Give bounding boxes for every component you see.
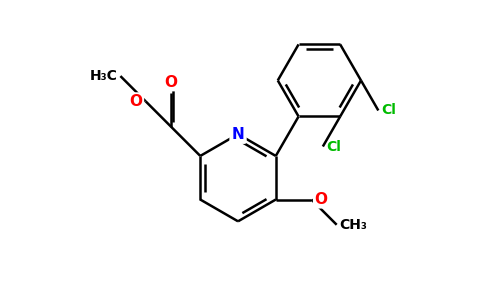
Text: Cl: Cl [381,103,396,118]
Text: N: N [232,127,244,142]
Text: CH₃: CH₃ [340,218,367,232]
Text: O: O [130,94,143,109]
Text: H₃C: H₃C [90,69,118,83]
Text: O: O [165,75,177,90]
Text: O: O [315,192,328,207]
Text: Cl: Cl [326,140,341,154]
